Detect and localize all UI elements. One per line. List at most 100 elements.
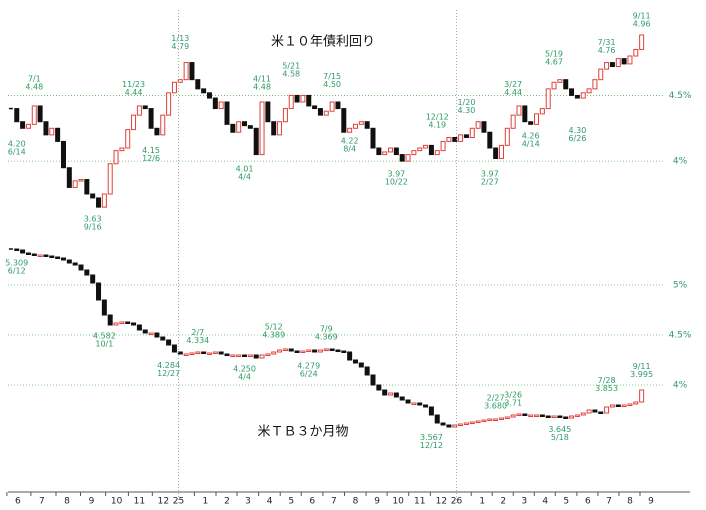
- candle: [417, 147, 423, 152]
- candle: [101, 193, 107, 208]
- annotation-value: 3.645: [548, 425, 571, 434]
- candle: [271, 351, 277, 355]
- candle: [428, 406, 434, 416]
- x-tick-label: 12: [436, 497, 447, 507]
- candle: [201, 351, 207, 354]
- candle: [440, 140, 446, 152]
- annotation-date: 10/1: [95, 339, 113, 348]
- candle: [370, 127, 376, 149]
- candle: [323, 348, 329, 351]
- candle: [224, 353, 230, 356]
- candle: [574, 414, 580, 417]
- annotation-date: 9/11: [633, 362, 651, 371]
- candle: [551, 81, 557, 90]
- candle: [399, 154, 405, 162]
- candle: [516, 413, 522, 416]
- annotation-value: 4.96: [633, 19, 651, 28]
- y-tick-label: 4.5%: [669, 91, 692, 101]
- candle: [14, 108, 20, 123]
- candle: [522, 105, 528, 123]
- x-tick-label: 2: [500, 497, 506, 507]
- candle: [125, 129, 131, 149]
- annotation-date: 5/21: [282, 61, 300, 70]
- candle: [142, 329, 148, 334]
- candle: [55, 256, 61, 259]
- candle: [557, 415, 563, 418]
- candle: [475, 121, 481, 129]
- y-tick-label: 4%: [673, 157, 688, 167]
- annotation-value: 4.67: [545, 58, 563, 67]
- candle: [177, 79, 183, 83]
- candle: [189, 352, 195, 355]
- candle: [60, 257, 66, 261]
- candle: [25, 252, 31, 255]
- candle: [148, 108, 154, 129]
- candle: [195, 351, 201, 354]
- candle: [20, 121, 26, 129]
- candle: [428, 144, 434, 156]
- candle: [72, 262, 78, 266]
- annotation-value: 4.582: [93, 331, 116, 340]
- annotation-value: 4.44: [125, 88, 143, 97]
- x-tick-label: 8: [64, 497, 70, 507]
- annotation-date: 4/14: [522, 139, 540, 148]
- candle: [84, 269, 90, 276]
- candle: [382, 151, 388, 156]
- candle: [580, 412, 586, 416]
- candle: [434, 150, 440, 156]
- annotation-date: 2/7: [191, 328, 204, 337]
- candle: [271, 121, 277, 136]
- candle: [300, 94, 306, 103]
- candle: [96, 197, 102, 208]
- candle: [101, 299, 107, 316]
- annotation-date: 6/24: [300, 370, 318, 379]
- x-tick-label: 10: [111, 497, 123, 507]
- candle: [277, 349, 283, 353]
- annotation-value: 4.279: [297, 362, 320, 371]
- candle: [528, 121, 534, 125]
- candle: [142, 105, 148, 110]
- candle: [417, 402, 423, 406]
- candle: [242, 121, 248, 127]
- candle: [55, 127, 61, 142]
- x-tick-label: 2: [224, 497, 230, 507]
- candle: [510, 414, 516, 418]
- x-tick-label: 3: [521, 497, 527, 507]
- x-tick-label: 5: [288, 497, 294, 507]
- candle: [364, 366, 370, 376]
- candle: [393, 392, 399, 398]
- candle: [446, 424, 452, 428]
- annotation-value: 3.97: [481, 170, 499, 179]
- x-tick-label: 5: [563, 497, 569, 507]
- annotation-date: 6/14: [8, 147, 26, 156]
- candle: [247, 354, 253, 357]
- annotation-value: 4.15: [142, 146, 160, 155]
- candle: [563, 416, 569, 419]
- annotation-value: 4.48: [25, 83, 43, 92]
- candle: [563, 79, 569, 90]
- annotation-value: 4.79: [171, 42, 189, 51]
- candle: [131, 322, 137, 326]
- candle: [627, 55, 633, 65]
- x-tick-label: 1: [203, 497, 209, 507]
- y-tick-label: 4%: [673, 381, 688, 391]
- y-tick-label: 4.5%: [669, 331, 692, 341]
- annotation-date: 6/12: [8, 267, 26, 276]
- candle: [481, 419, 487, 422]
- candle: [399, 396, 405, 401]
- annotation-value: 4.26: [522, 131, 540, 140]
- x-tick-label: 6: [309, 497, 315, 507]
- chart-title: 米ＴＢ３か月物: [257, 425, 348, 440]
- candle: [212, 97, 218, 110]
- annotation-value: 4.48: [253, 83, 271, 92]
- annotation-date: 7/1: [28, 75, 41, 84]
- candle: [335, 101, 341, 110]
- candle: [604, 406, 610, 414]
- x-tick-label: 12: [158, 497, 169, 507]
- candle: [481, 121, 487, 133]
- candle: [487, 418, 493, 421]
- candle: [171, 81, 177, 94]
- candle: [206, 92, 212, 99]
